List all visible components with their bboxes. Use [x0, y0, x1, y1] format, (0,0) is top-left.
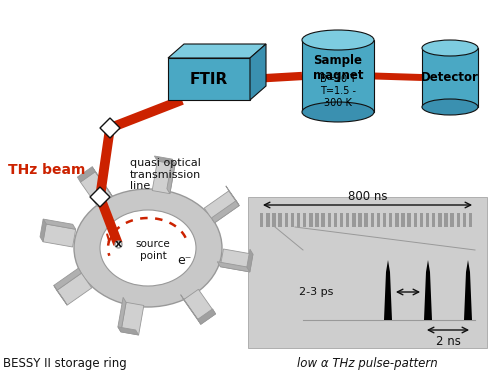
- Bar: [278, 213, 282, 227]
- Ellipse shape: [422, 40, 478, 56]
- Bar: [297, 213, 300, 227]
- Bar: [321, 213, 325, 227]
- Bar: [444, 213, 448, 227]
- Polygon shape: [168, 44, 266, 58]
- Polygon shape: [247, 249, 253, 272]
- Bar: [365, 213, 368, 227]
- Polygon shape: [43, 219, 75, 229]
- Bar: [272, 213, 276, 227]
- Text: THz beam: THz beam: [8, 163, 85, 177]
- Bar: [389, 213, 392, 227]
- Ellipse shape: [302, 102, 374, 122]
- Polygon shape: [181, 295, 201, 324]
- Polygon shape: [152, 161, 175, 194]
- Text: source
point: source point: [136, 239, 171, 261]
- Polygon shape: [167, 159, 175, 194]
- Polygon shape: [154, 156, 175, 164]
- Bar: [352, 213, 356, 227]
- Bar: [260, 213, 264, 227]
- Bar: [383, 213, 386, 227]
- Polygon shape: [40, 219, 46, 242]
- Ellipse shape: [422, 99, 478, 115]
- Bar: [168, 58, 250, 100]
- Ellipse shape: [74, 189, 222, 307]
- Bar: [266, 213, 270, 227]
- Bar: [334, 213, 337, 227]
- Text: B=10 T
T=1.5 -
300 K: B=10 T T=1.5 - 300 K: [320, 74, 356, 107]
- Polygon shape: [100, 118, 120, 138]
- Bar: [340, 213, 343, 227]
- Text: quasi optical
transmission
line: quasi optical transmission line: [130, 158, 201, 191]
- Bar: [315, 213, 318, 227]
- Polygon shape: [220, 249, 253, 272]
- Bar: [414, 213, 417, 227]
- Polygon shape: [464, 260, 472, 320]
- Bar: [422, 48, 478, 107]
- Bar: [401, 213, 405, 227]
- Ellipse shape: [302, 30, 374, 50]
- Bar: [407, 213, 411, 227]
- Polygon shape: [118, 327, 139, 335]
- Bar: [395, 213, 398, 227]
- Bar: [248, 197, 487, 348]
- Polygon shape: [57, 273, 92, 305]
- Polygon shape: [43, 224, 75, 247]
- Polygon shape: [250, 44, 266, 100]
- Bar: [328, 213, 331, 227]
- Polygon shape: [184, 289, 216, 324]
- Polygon shape: [54, 285, 67, 305]
- Polygon shape: [121, 302, 144, 335]
- Bar: [370, 213, 374, 227]
- Text: 2-3 ps: 2-3 ps: [298, 287, 333, 297]
- Polygon shape: [198, 309, 216, 324]
- Polygon shape: [384, 260, 392, 320]
- Bar: [457, 213, 460, 227]
- Text: FTIR: FTIR: [190, 72, 228, 86]
- Polygon shape: [77, 167, 95, 182]
- Text: Detector: Detector: [421, 71, 479, 84]
- Text: 2 ns: 2 ns: [436, 335, 461, 348]
- Bar: [302, 40, 374, 112]
- Bar: [309, 213, 313, 227]
- Text: Sample
magnet: Sample magnet: [313, 54, 363, 82]
- Text: BESSY II storage ring: BESSY II storage ring: [3, 357, 127, 370]
- Bar: [303, 213, 306, 227]
- Polygon shape: [226, 186, 239, 205]
- Bar: [426, 213, 429, 227]
- Text: e⁻: e⁻: [177, 253, 191, 267]
- Bar: [346, 213, 349, 227]
- Text: low α THz pulse-pattern: low α THz pulse-pattern: [297, 357, 438, 370]
- Bar: [469, 213, 472, 227]
- Polygon shape: [80, 172, 112, 207]
- Bar: [463, 213, 466, 227]
- Bar: [291, 213, 294, 227]
- Polygon shape: [424, 260, 432, 320]
- Polygon shape: [118, 297, 126, 332]
- Bar: [377, 213, 380, 227]
- Polygon shape: [54, 268, 81, 290]
- Polygon shape: [212, 201, 239, 223]
- Polygon shape: [217, 262, 250, 272]
- Ellipse shape: [100, 210, 196, 286]
- Bar: [358, 213, 362, 227]
- Bar: [420, 213, 423, 227]
- Polygon shape: [92, 167, 112, 196]
- Polygon shape: [90, 187, 110, 207]
- Bar: [285, 213, 288, 227]
- Bar: [438, 213, 441, 227]
- Polygon shape: [204, 191, 239, 223]
- Bar: [450, 213, 454, 227]
- Text: 800 ns: 800 ns: [348, 190, 387, 203]
- Bar: [432, 213, 436, 227]
- Text: x: x: [115, 239, 122, 249]
